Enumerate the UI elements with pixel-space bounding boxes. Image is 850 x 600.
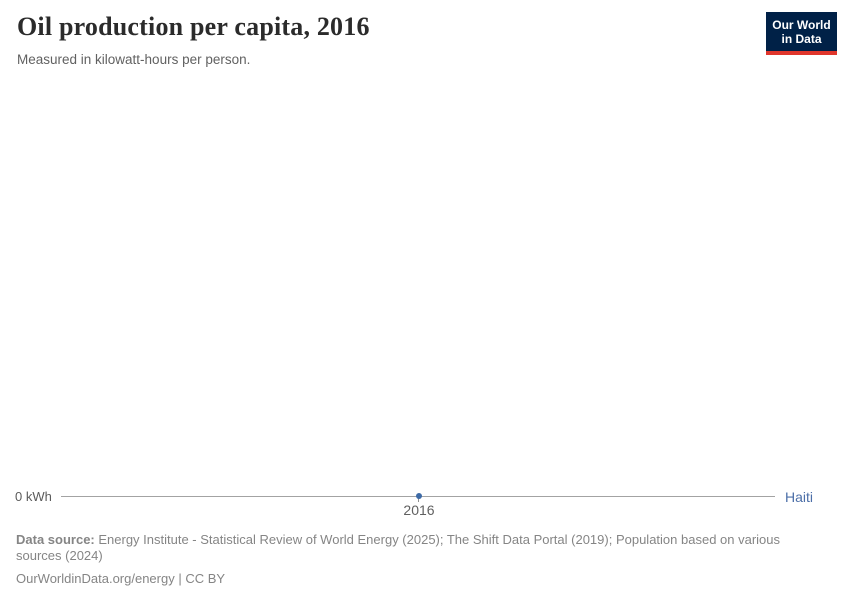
owid-logo-line2: in Data bbox=[781, 31, 822, 46]
data-source-text: Energy Institute - Statistical Review of… bbox=[16, 532, 781, 563]
data-source-line: Data source: Energy Institute - Statisti… bbox=[16, 532, 813, 564]
data-source-label: Data source: bbox=[16, 532, 95, 547]
owid-logo-line1: Our World bbox=[772, 17, 831, 32]
page-title: Oil production per capita, 2016 bbox=[17, 12, 370, 41]
chart-footer: Data source: Energy Institute - Statisti… bbox=[16, 532, 813, 587]
chart-subtitle: Measured in kilowatt-hours per person. bbox=[17, 52, 251, 67]
owid-logo[interactable]: Our World in Data bbox=[766, 12, 837, 55]
x-axis-tick-label: 2016 bbox=[403, 502, 435, 518]
x-axis-tick bbox=[418, 497, 419, 502]
y-axis-zero-label: 0 kWh bbox=[15, 489, 52, 504]
series-label-haiti[interactable]: Haiti bbox=[785, 489, 814, 505]
license-line[interactable]: OurWorldinData.org/energy | CC BY bbox=[16, 570, 226, 586]
data-point-marker[interactable] bbox=[416, 493, 422, 499]
